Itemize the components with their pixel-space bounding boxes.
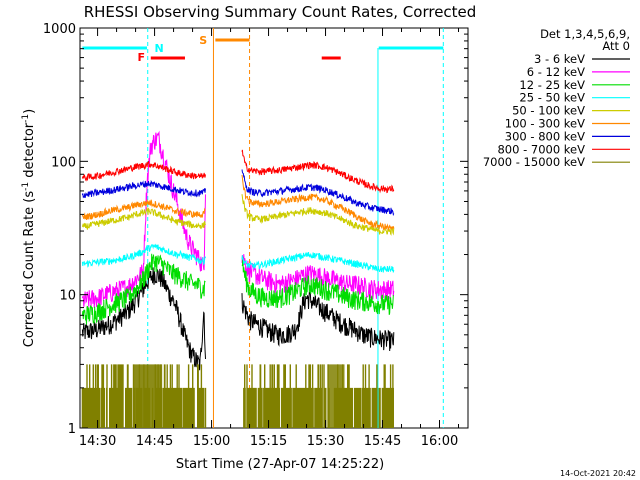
y-axis-label: Corrected Count Rate (s-1 detector-1) [21,109,37,347]
x-tick-label: 15:00 [193,434,230,449]
series-block-8 [133,364,163,428]
series-line-3 [241,251,395,273]
legend-label: 25 - 50 keV [519,91,585,105]
flag-label: F [138,51,146,64]
legend-label: 6 - 12 keV [527,65,585,79]
y-axis: 1 10 100 1000 [43,22,468,437]
series-line-3 [81,243,206,268]
x-tick-label: 15:15 [250,434,287,449]
x-axis-label: Start Time (27-Apr-07 14:25:22) [176,457,384,472]
x-axis: 14:30 14:45 15:00 15:15 15:30 15:45 16:00 [79,28,460,449]
series-line-5 [81,199,206,221]
legend-label: 800 - 7000 keV [497,142,585,156]
series-line-0 [81,267,206,371]
series-line-1 [241,254,395,301]
legend-label: 7000 - 15000 keV [483,155,585,169]
x-tick-label: 15:30 [307,434,344,449]
chart-title: RHESSI Observing Summary Count Rates, Co… [84,3,477,21]
series-block-8 [327,364,345,428]
legend-label: 3 - 6 keV [534,52,585,66]
series-line-2 [81,253,206,325]
series-line-1 [81,130,206,308]
x-tick-label: 14:45 [136,434,173,449]
series-bars-8 [243,364,394,428]
y-tick-label: 100 [51,155,76,170]
x-tick-label: 15:45 [364,434,401,449]
series-line-6 [81,179,206,199]
flag-label: N [155,42,164,55]
series-line-4 [241,194,395,236]
legend-title-line-2: Att 0 [602,39,630,53]
series-line-0 [241,291,395,352]
series-line-5 [241,174,395,231]
series-line-7 [81,160,206,182]
legend-label: 100 - 300 keV [505,117,585,131]
legend-label: 300 - 800 keV [505,129,585,143]
y-tick-label: 1000 [43,22,76,37]
legend-label: 50 - 100 keV [512,104,585,118]
x-tick-label: 16:00 [421,434,458,449]
series-line-2 [241,257,395,315]
series-line-6 [241,169,395,217]
legend-label: 12 - 25 keV [519,78,585,92]
plot-area: N S F [79,27,469,429]
x-tick-label: 14:30 [79,434,116,449]
flag-label: S [199,34,207,47]
plot-timestamp: 14-Oct-2021 20:42 [560,469,636,478]
series-line-7 [241,149,395,194]
y-tick-label: 1 [68,422,76,437]
y-tick-label: 10 [59,289,76,304]
legend-title-line-1: Det 1,3,4,5,6,9, [540,27,630,41]
series-line-4 [81,206,206,230]
